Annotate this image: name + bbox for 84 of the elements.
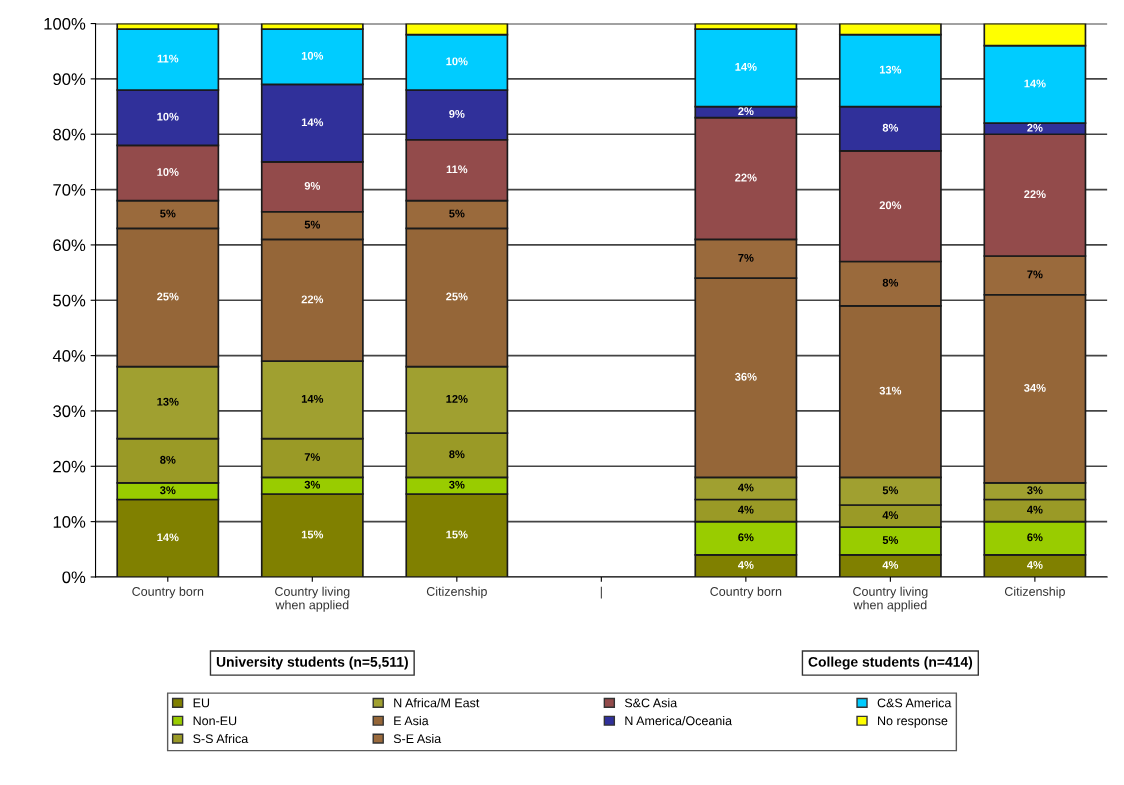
x-tick-label: Country living when applied [275,586,350,612]
data-label: 9% [449,109,465,118]
data-label: 10% [157,168,179,176]
legend-label: C&S America [877,698,952,708]
data-label: 22% [735,173,757,182]
data-label: 15% [446,530,468,539]
x-tick-label: Citizenship [426,586,487,599]
data-label: 4% [882,561,899,569]
y-tick-label: 90% [53,73,86,86]
data-label: 20% [879,201,902,210]
data-label: 4% [737,483,754,492]
data-label: 3% [1027,486,1043,495]
data-label: 3% [160,486,176,495]
data-label: 2% [1027,123,1043,132]
data-label: 8% [449,450,465,459]
data-label: 10% [301,51,324,60]
y-tick-label: 40% [52,350,86,362]
data-label: 5% [449,209,465,218]
data-label: 36% [734,372,757,381]
data-label: 4% [882,511,899,520]
data-label: 14% [735,62,757,71]
data-label: 15% [301,530,324,539]
x-tick-label: Citizenship [1004,586,1065,599]
x-tick-label: Country living when applied [853,586,928,612]
data-label: 6% [738,533,754,542]
data-label: 25% [157,292,179,301]
legend-label: S-S Africa [193,733,249,744]
y-tick-label: 50% [53,294,86,307]
y-tick-label: 70% [53,183,86,196]
data-label: 13% [879,65,902,74]
data-label: 3% [449,480,465,489]
legend-label: N America/Oceania [625,716,733,726]
data-label: 4% [1027,561,1043,569]
data-label: 14% [301,395,324,403]
y-tick-label: 30% [53,405,86,418]
data-label: 5% [160,209,176,218]
legend-label: S-E Asia [393,733,442,744]
legend-label: No response [878,716,948,728]
data-label: 4% [1027,505,1043,514]
legend-label: EU [193,698,210,708]
data-label: 10% [157,112,179,121]
y-tick-label: 60% [53,239,86,252]
data-label: 8% [882,278,899,287]
data-label: 22% [1024,190,1046,199]
legend-label: S&C Asia [624,698,678,708]
data-label: 25% [446,292,468,301]
x-tick-label: Country born [710,586,782,599]
data-label: 12% [446,394,468,403]
y-tick-label: 20% [53,460,86,473]
data-label: 4% [737,561,754,569]
data-label: 8% [882,123,899,132]
data-label: 4% [737,505,754,514]
data-label: 10% [446,57,468,66]
y-tick-label: 10% [53,516,86,528]
data-label: 7% [1027,270,1043,279]
data-label: 11% [446,165,468,174]
data-label: 5% [882,536,899,544]
data-label: 14% [301,118,324,127]
text: University students (n=5,511) [216,656,408,670]
data-label: 13% [157,397,179,406]
data-label: 14% [157,533,179,542]
y-tick-label: 80% [53,128,86,141]
y-tick-label: 100% [44,17,86,30]
data-label: 34% [1024,383,1046,392]
data-label: 11% [157,54,179,63]
data-label: 14% [1024,79,1046,88]
data-label: 7% [738,253,754,262]
data-label: 22% [301,295,324,304]
x-tick-label: Country born [132,586,204,599]
legend-label: E Asia [394,716,429,726]
data-label: 2% [738,107,754,116]
data-label: 31% [879,386,902,395]
data-label: 8% [160,455,176,464]
data-label: 3% [304,480,321,489]
x-tick-label: | [600,586,602,599]
legend-label: N Africa/M East [394,698,480,708]
data-label: 7% [304,453,321,461]
data-label: 5% [882,486,899,495]
y-tick-label: 0% [62,571,86,584]
text: College students (n=414) [808,656,973,670]
data-label: 9% [304,181,321,190]
data-label: 5% [304,220,321,229]
legend-label: Non-EU [193,716,237,726]
data-label: 6% [1027,533,1043,542]
